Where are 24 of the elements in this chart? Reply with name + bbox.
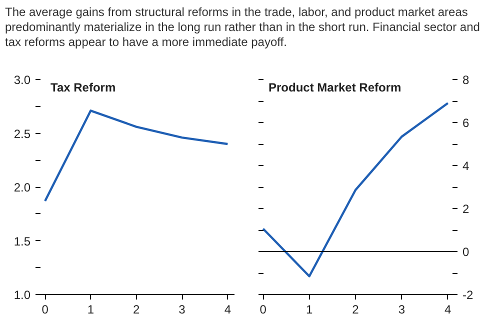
x-tick-label: 4 [444,302,452,316]
y2-tick-label: -2 [462,288,474,302]
y2-tick-label: 4 [462,159,470,173]
x-tick-label: 0 [42,302,49,316]
y-tick-label: 1.0 [14,288,31,302]
x-tick-label: 4 [224,302,232,316]
y2-tick-label: 8 [462,73,470,87]
x-tick-label: 2 [352,302,360,316]
x-tick-label: 2 [133,302,140,316]
chart-title: Product Market Reform [268,80,402,94]
y-tick-label: 3.0 [14,73,31,87]
y2-tick-label: 0 [462,245,470,259]
y-tick-label: 2.5 [14,126,31,141]
x-tick-label: 3 [398,302,406,316]
x-tick-label: 1 [87,302,94,316]
x-tick-label: 3 [178,302,186,316]
y2-tick-label: 6 [462,116,470,130]
x-tick-label: 0 [260,302,267,316]
chart-title: Tax Reform [50,80,116,94]
y2-tick-label: 2 [462,202,470,216]
y-tick-label: 2.0 [14,180,31,194]
x-tick-label: 1 [306,302,313,316]
text: The average gains from structural reforms in the trade, labor, and product market areas predominantly materialize in the long run rather than in the short run. Financial sector and tax reforms appear to have a more immediate payoff. [5,5,481,50]
y-tick-label: 1.5 [14,234,31,248]
